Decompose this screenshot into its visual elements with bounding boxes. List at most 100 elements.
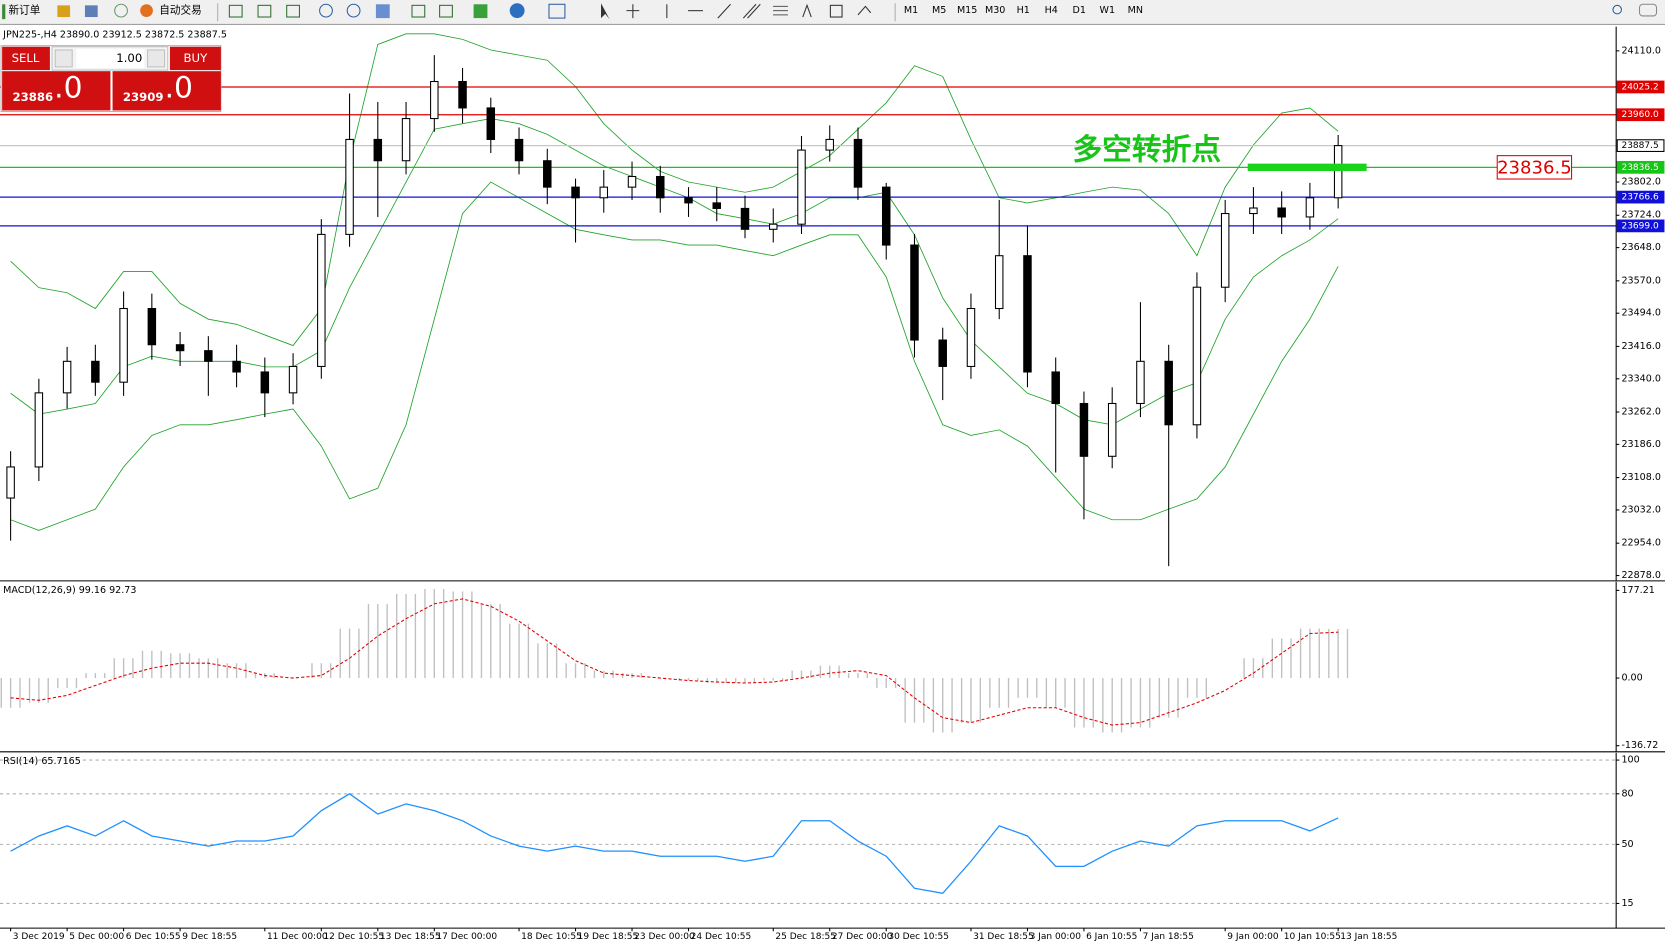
icon[interactable] [509, 3, 525, 19]
timeframe-button[interactable]: W1 [1100, 5, 1116, 16]
candle-body [881, 186, 891, 246]
candle-body [1277, 207, 1286, 218]
sell-price-frac[interactable]: .0 [54, 71, 82, 106]
candle-body [401, 118, 411, 162]
icon[interactable] [57, 5, 71, 18]
arrow-tool[interactable] [857, 5, 872, 16]
candle-body [1220, 213, 1230, 288]
price-level-tag [1616, 80, 1665, 94]
x-tick-label: 3 Dec 2019 [13, 932, 65, 942]
panel-title: RSI(14) 65.7165 [3, 756, 81, 767]
sell-label[interactable]: SELL [12, 51, 40, 65]
candle-body [232, 360, 241, 373]
buy-price-frac[interactable]: .0 [165, 71, 193, 106]
icon[interactable] [375, 4, 390, 19]
x-tick-label: 27 Dec 00:00 [832, 932, 893, 942]
channel-tool[interactable] [742, 3, 761, 19]
candle-body [627, 175, 637, 188]
buy-label[interactable]: BUY [184, 51, 209, 65]
candle-body [910, 244, 919, 341]
callout-box [1496, 155, 1573, 180]
text-tool[interactable] [802, 3, 812, 18]
sell-button[interactable] [2, 46, 50, 71]
timeframe-button[interactable]: M1 [904, 5, 918, 16]
timeframe-button[interactable]: H4 [1045, 5, 1058, 16]
y-tick-label: 22954.0 [1621, 538, 1660, 549]
y-tick-label: 23340.0 [1621, 373, 1660, 384]
icon[interactable] [114, 3, 128, 18]
candle-body [1305, 197, 1315, 218]
icon[interactable] [439, 4, 453, 18]
icon[interactable] [548, 3, 566, 19]
buy-price-box[interactable] [112, 71, 221, 111]
auto-trading-button[interactable]: 自动交易 [159, 4, 201, 17]
y-tick-label: 23262.0 [1621, 407, 1660, 418]
x-tick-label: 25 Dec 18:55 [775, 932, 836, 942]
price-level-label: 24025.2 [1621, 82, 1658, 92]
price-level-label: 23699.0 [1621, 221, 1659, 231]
y-tick-label: 177.21 [1621, 585, 1654, 596]
timeframe-button[interactable]: MN [1128, 5, 1143, 16]
candle-body [260, 371, 270, 394]
buy-price[interactable]: 23909 [123, 90, 164, 104]
volume-up[interactable] [147, 49, 166, 68]
candle-body [91, 360, 100, 383]
icon[interactable] [319, 3, 333, 18]
price-level-label: 23766.6 [1621, 193, 1659, 203]
cursor-tool[interactable] [601, 3, 610, 20]
icon[interactable] [228, 4, 243, 18]
volume-input[interactable] [76, 48, 145, 68]
icon[interactable] [411, 4, 426, 18]
candle-body [797, 149, 806, 225]
y-tick-label: 23802.0 [1621, 177, 1660, 188]
buy-button[interactable] [169, 46, 221, 71]
candle-body [599, 186, 609, 199]
candle-body [1079, 402, 1089, 457]
sell-price-box[interactable] [2, 71, 111, 111]
y-tick-label: 23494.0 [1621, 308, 1660, 319]
timeframe-button[interactable]: H1 [1017, 5, 1030, 16]
timeframe-button[interactable]: M15 [957, 5, 977, 16]
icon[interactable] [473, 4, 488, 19]
chat-icon[interactable] [1638, 3, 1658, 17]
y-tick-label: 23186.0 [1621, 439, 1660, 450]
volume-down[interactable] [54, 49, 73, 68]
x-tick-label: 6 Jan 10:55 [1086, 932, 1137, 942]
volume-value[interactable]: 1.00 [116, 51, 142, 65]
icon[interactable] [140, 4, 153, 18]
search-icon[interactable] [1612, 4, 1622, 15]
icon[interactable] [346, 3, 361, 18]
candle-body [34, 392, 44, 468]
y-tick-label: 24110.0 [1621, 45, 1660, 56]
x-tick-label: 19 Dec 18:55 [578, 932, 639, 942]
x-tick-label: 11 Dec 00:00 [267, 932, 328, 942]
timeframe-button[interactable]: D1 [1073, 5, 1086, 16]
crosshair-tool[interactable] [626, 4, 640, 19]
icon[interactable] [286, 4, 300, 18]
candle-body [119, 307, 128, 383]
x-tick-label: 3 Jan 00:00 [1030, 932, 1082, 942]
sell-price[interactable]: 23886 [12, 90, 53, 104]
new-order-button[interactable]: 新订单 [8, 4, 40, 17]
x-tick-label: 23 Dec 00:00 [634, 932, 695, 942]
timeframe-button[interactable]: M30 [985, 5, 1005, 16]
candle-body [1333, 145, 1343, 199]
x-tick-label: 13 Dec 18:55 [380, 932, 441, 942]
candle-body [684, 197, 693, 204]
icon[interactable] [257, 4, 272, 18]
icon[interactable] [84, 5, 98, 18]
chart-area [0, 26, 1665, 943]
price-level-tag [1616, 108, 1665, 122]
y-tick-label: 23032.0 [1621, 504, 1660, 515]
trendline-tool[interactable] [717, 3, 731, 19]
one-click-trading: SELL 1.00 BUY 23886 .0 23909 .0 [0, 45, 222, 113]
candle-body [514, 138, 524, 162]
rsi-line [10, 793, 1339, 894]
price-level-tag [1616, 219, 1665, 233]
fibo-tool[interactable] [773, 5, 788, 16]
annotation: 多空转折点 [1072, 132, 1221, 167]
timeframe-button[interactable]: M5 [932, 5, 946, 16]
candle-body [656, 175, 665, 199]
x-tick-label: 9 Jan 00:00 [1227, 932, 1279, 942]
label-tool[interactable] [829, 4, 843, 18]
